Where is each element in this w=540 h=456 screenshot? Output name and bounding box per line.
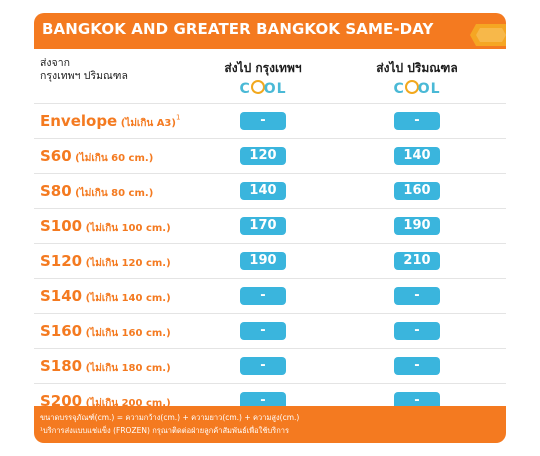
size-name: S60 bbox=[40, 147, 72, 165]
footnote-mark: 1 bbox=[175, 113, 181, 122]
price-greater: 140 bbox=[394, 147, 440, 165]
table-row: S140 (ไม่เกิน 140 cm.) - - bbox=[34, 278, 506, 313]
column-title-bangkok: ส่งไป กรุงเทพฯ bbox=[224, 61, 302, 75]
size-label: S120 (ไม่เกิน 120 cm.) bbox=[40, 251, 171, 271]
origin-line2: กรุงเทพฯ ปริมณฑล bbox=[40, 70, 128, 82]
footer-notes: ขนาดบรรจุภัณฑ์(cm.) = ความกว้าง(cm.) + ค… bbox=[34, 406, 506, 443]
size-note: (ไม่เกิน 60 cm.) bbox=[71, 153, 154, 164]
price-bangkok: - bbox=[240, 287, 286, 305]
size-label: S160 (ไม่เกิน 160 cm.) bbox=[40, 321, 171, 341]
size-name: S100 bbox=[40, 217, 83, 235]
origin-label: ส่งจาก กรุงเทพฯ ปริมณฑล bbox=[40, 57, 128, 83]
price-greater: - bbox=[394, 392, 440, 410]
size-note: (ไม่เกิน 140 cm.) bbox=[82, 293, 171, 304]
column-header-greater: ส่งไป ปริมณฑล C OL bbox=[347, 59, 487, 97]
size-note: (ไม่เกิน 100 cm.) bbox=[82, 223, 171, 234]
price-greater: - bbox=[394, 357, 440, 375]
column-title-greater: ส่งไป ปริมณฑล bbox=[376, 61, 458, 75]
price-greater: 190 bbox=[394, 217, 440, 235]
cool-ring-icon bbox=[250, 80, 265, 94]
title-bar: BANGKOK AND GREATER BANGKOK SAME-DAY bbox=[34, 13, 506, 49]
size-note: (ไม่เกิน A3) bbox=[117, 118, 176, 129]
size-label: S200 (ไม่เกิน 200 cm.) bbox=[40, 391, 171, 411]
size-name: S120 bbox=[40, 252, 83, 270]
size-name: S140 bbox=[40, 287, 83, 305]
size-note: (ไม่เกิน 160 cm.) bbox=[82, 328, 171, 339]
cool-logo-rest: OL bbox=[417, 81, 441, 97]
size-label: S180 (ไม่เกิน 180 cm.) bbox=[40, 356, 171, 376]
size-note: (ไม่เกิน 120 cm.) bbox=[82, 258, 171, 269]
price-bangkok: - bbox=[240, 322, 286, 340]
cool-logo-rest: OL bbox=[263, 81, 287, 97]
price-greater: 160 bbox=[394, 182, 440, 200]
size-label: S100 (ไม่เกิน 100 cm.) bbox=[40, 216, 171, 236]
price-bangkok: - bbox=[240, 112, 286, 130]
size-label: S60 (ไม่เกิน 60 cm.) bbox=[40, 146, 153, 166]
price-bangkok: 120 bbox=[240, 147, 286, 165]
rate-card: BANGKOK AND GREATER BANGKOK SAME-DAY ส่ง… bbox=[34, 13, 506, 443]
column-header-bangkok: ส่งไป กรุงเทพฯ C OL bbox=[193, 59, 333, 97]
price-bangkok: 170 bbox=[240, 217, 286, 235]
rate-table-body: Envelope (ไม่เกิน A3)1 - - S60 (ไม่เกิน … bbox=[34, 103, 506, 418]
table-row: S160 (ไม่เกิน 160 cm.) - - bbox=[34, 313, 506, 348]
footnote-size-formula: ขนาดบรรจุภัณฑ์(cm.) = ความกว้าง(cm.) + ค… bbox=[40, 413, 300, 422]
cool-logo-c: C bbox=[239, 81, 251, 97]
size-label: Envelope (ไม่เกิน A3)1 bbox=[40, 111, 180, 131]
page-title: BANGKOK AND GREATER BANGKOK SAME-DAY bbox=[42, 20, 434, 38]
table-header: ส่งจาก กรุงเทพฯ ปริมณฑล ส่งไป กรุงเทพฯ C… bbox=[34, 49, 506, 103]
size-name: S180 bbox=[40, 357, 83, 375]
price-greater: - bbox=[394, 112, 440, 130]
price-bangkok: - bbox=[240, 357, 286, 375]
size-note: (ไม่เกิน 200 cm.) bbox=[82, 398, 171, 409]
footnote-frozen: ¹บริการส่งแบบแช่แข็ง (FROZEN) กรุณาติดต่… bbox=[40, 426, 289, 435]
size-name: S160 bbox=[40, 322, 83, 340]
size-note: (ไม่เกิน 80 cm.) bbox=[71, 188, 154, 199]
table-row: S80 (ไม่เกิน 80 cm.) 140 160 bbox=[34, 173, 506, 208]
size-name: S80 bbox=[40, 182, 72, 200]
size-note: (ไม่เกิน 180 cm.) bbox=[82, 363, 171, 374]
table-row: Envelope (ไม่เกิน A3)1 - - bbox=[34, 103, 506, 138]
price-bangkok: - bbox=[240, 392, 286, 410]
table-row: S200 (ไม่เกิน 200 cm.) - - bbox=[34, 383, 506, 418]
size-label: S140 (ไม่เกิน 140 cm.) bbox=[40, 286, 171, 306]
origin-line1: ส่งจาก bbox=[40, 57, 70, 69]
cool-logo: C OL bbox=[347, 80, 487, 97]
cool-logo: C OL bbox=[193, 80, 333, 97]
table-row: S100 (ไม่เกิน 100 cm.) 170 190 bbox=[34, 208, 506, 243]
size-name: S200 bbox=[40, 392, 83, 410]
price-bangkok: 140 bbox=[240, 182, 286, 200]
price-greater: - bbox=[394, 322, 440, 340]
cool-ring-icon bbox=[404, 80, 419, 94]
price-greater: - bbox=[394, 287, 440, 305]
size-name: Envelope bbox=[40, 112, 118, 130]
price-bangkok: 190 bbox=[240, 252, 286, 270]
table-row: S60 (ไม่เกิน 60 cm.) 120 140 bbox=[34, 138, 506, 173]
size-label: S80 (ไม่เกิน 80 cm.) bbox=[40, 181, 153, 201]
table-row: S120 (ไม่เกิน 120 cm.) 190 210 bbox=[34, 243, 506, 278]
hexagon-logo-icon bbox=[470, 24, 506, 46]
table-row: S180 (ไม่เกิน 180 cm.) - - bbox=[34, 348, 506, 383]
price-greater: 210 bbox=[394, 252, 440, 270]
cool-logo-c: C bbox=[393, 81, 405, 97]
